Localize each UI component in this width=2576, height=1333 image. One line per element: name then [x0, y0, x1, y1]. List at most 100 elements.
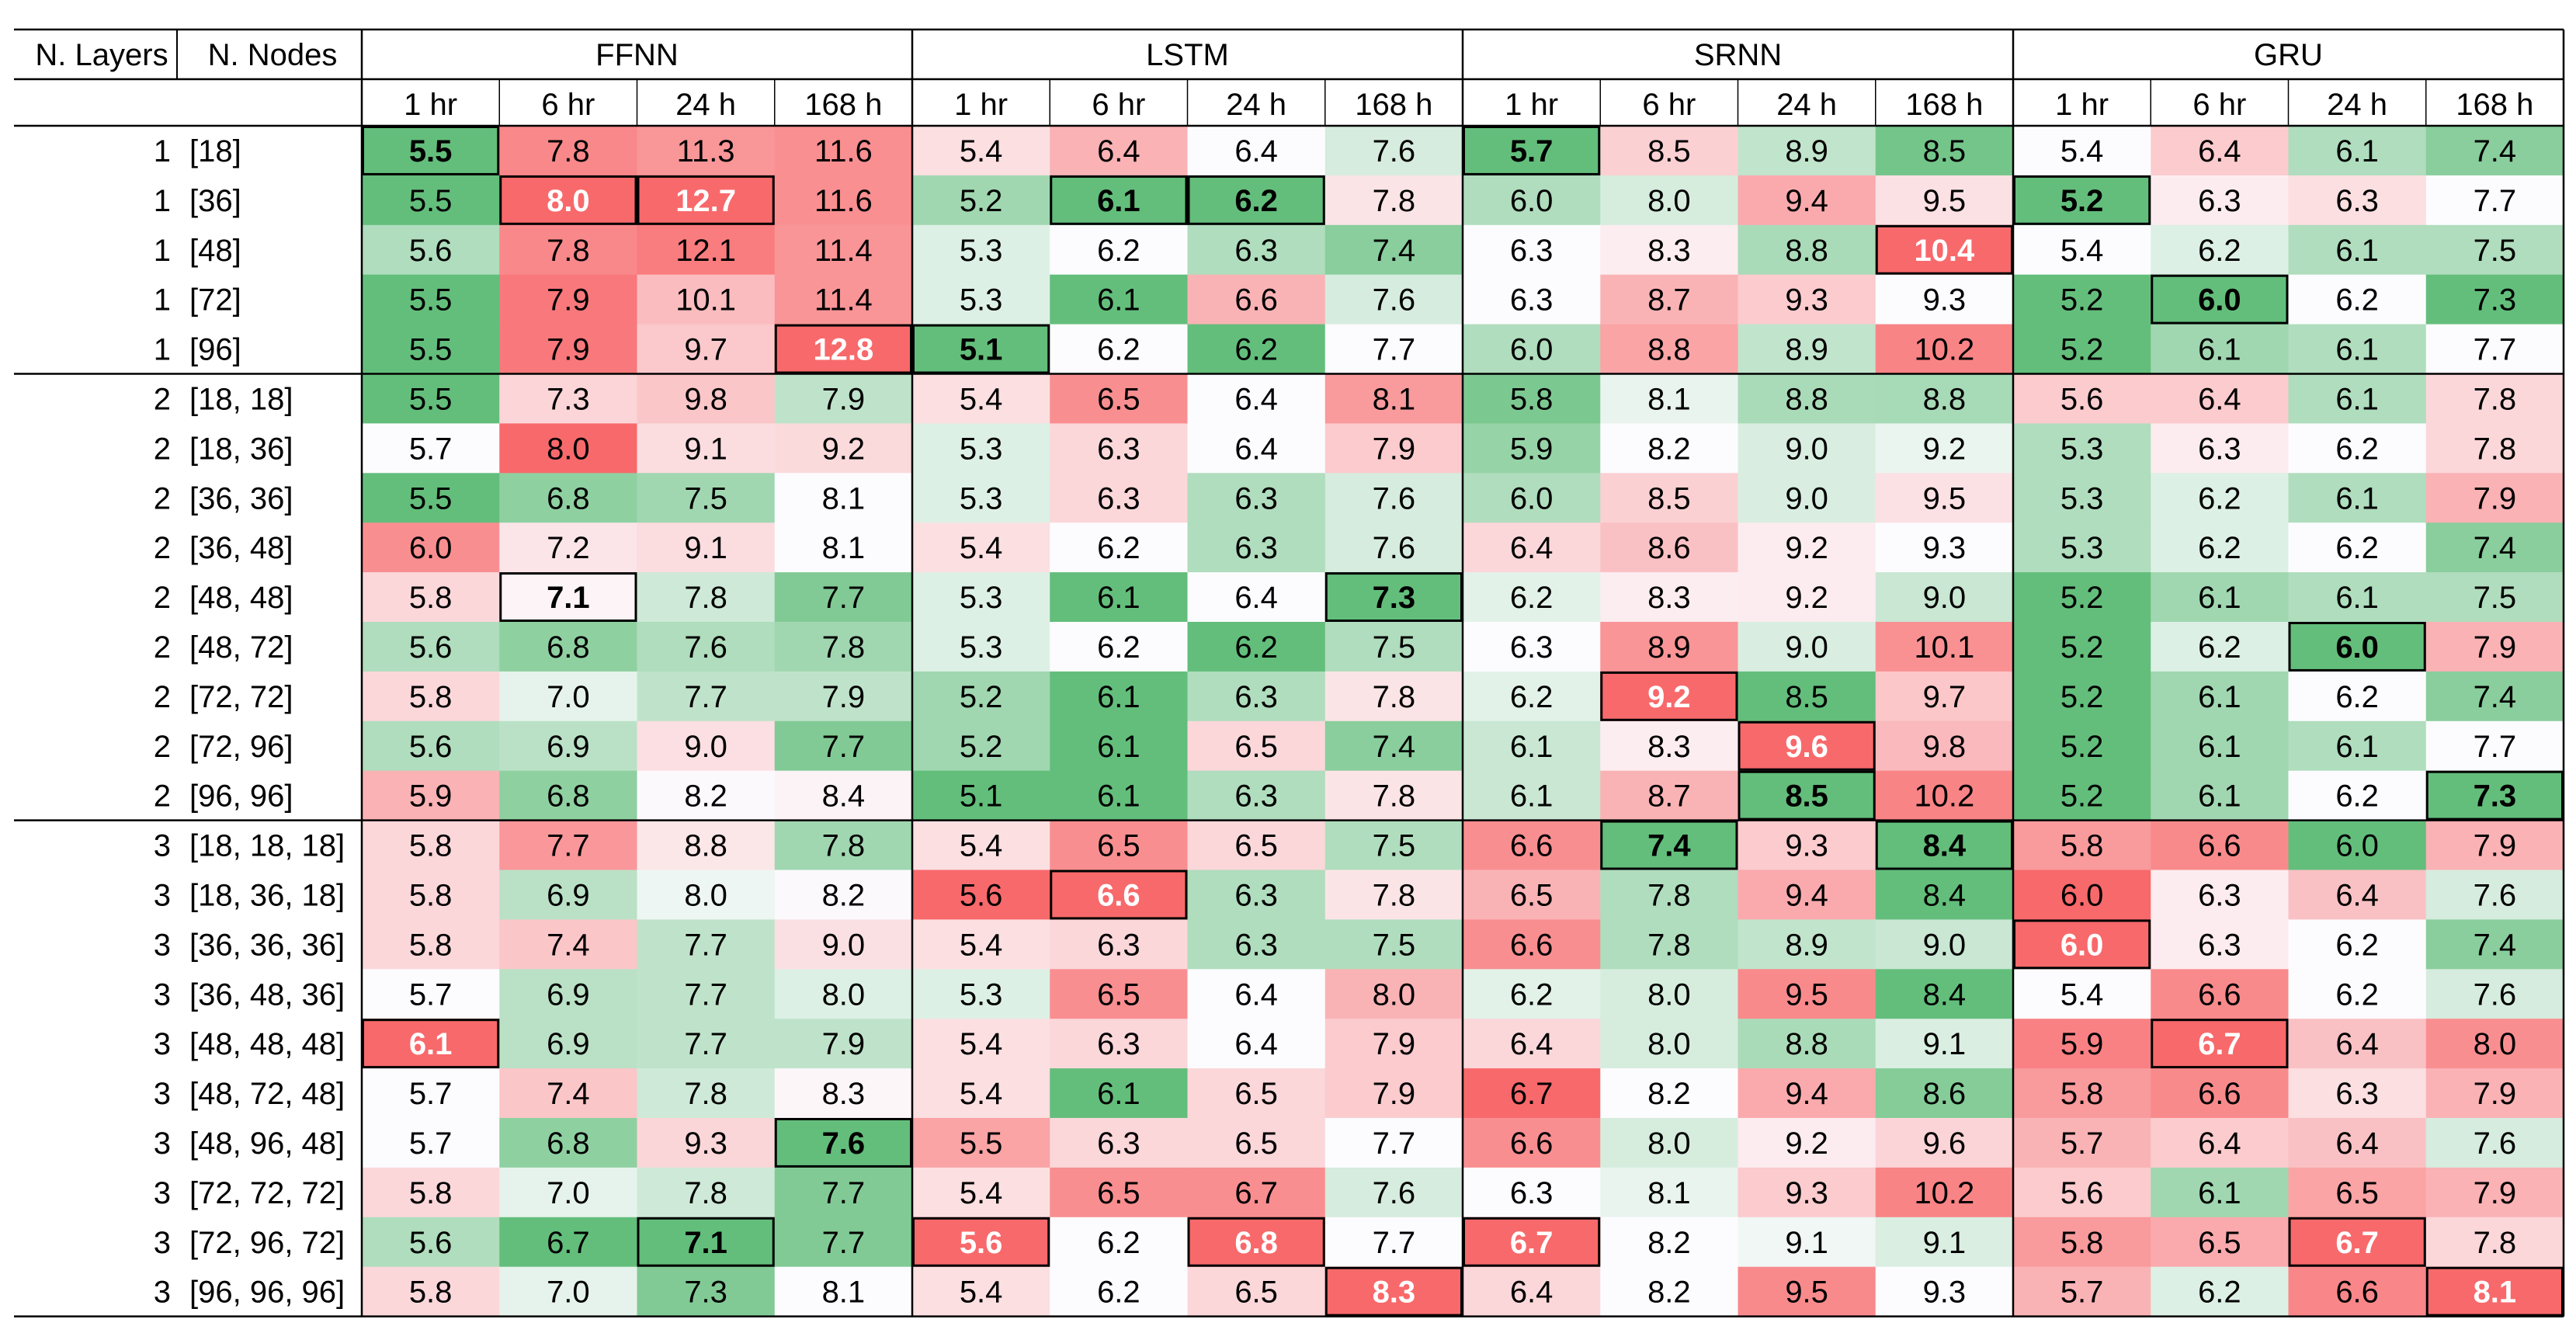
heatmap-cell [2425, 1068, 2564, 1119]
cell-value: 5.5 [960, 1126, 1003, 1161]
heatmap-cell [637, 423, 776, 474]
heatmap-cell [1050, 175, 1188, 226]
cell-value: 6.3 [1234, 928, 1278, 962]
cell-value: 6.4 [2198, 134, 2241, 168]
heatmap-cell [362, 572, 500, 623]
cell-value: 8.9 [1785, 134, 1828, 168]
cell-value: 8.2 [1647, 1077, 1691, 1111]
heatmap-cell [1875, 1167, 2014, 1218]
heatmap-cell [2013, 274, 2151, 325]
cell-value: 7.7 [1373, 1126, 1416, 1161]
row-nodes-label: [36] [189, 184, 241, 218]
cell-value: 7.9 [2474, 630, 2517, 665]
row-nodes-label: [36, 48] [189, 531, 293, 565]
cell-value: 5.3 [2060, 531, 2104, 565]
cell-value: 10.4 [1914, 234, 1975, 268]
cell-value: 8.0 [1647, 184, 1691, 218]
cell-value: 5.2 [2060, 184, 2104, 218]
cell-value: 9.5 [1923, 184, 1967, 218]
heatmap-cell [2288, 770, 2427, 821]
row-nodes-label: [48, 96, 48] [189, 1126, 345, 1161]
cell-value: 5.8 [409, 1276, 453, 1310]
cell-value: 8.1 [1373, 382, 1416, 416]
cell-value: 6.0 [1510, 333, 1554, 367]
highlight-border [2013, 175, 2151, 225]
cell-value: 6.1 [1097, 581, 1140, 615]
cell-value: 6.1 [2198, 581, 2241, 615]
cell-value: 5.9 [409, 779, 453, 814]
heatmap-cell [1875, 969, 2014, 1019]
cell-value: 5.7 [409, 977, 453, 1012]
cell-value: 6.5 [2335, 1176, 2379, 1210]
heatmap-cell [2013, 820, 2151, 870]
cell-value: 7.9 [2474, 481, 2517, 515]
heatmap-cell [1875, 720, 2014, 772]
heatmap-cell [2288, 126, 2427, 176]
cell-value: 6.1 [2335, 481, 2379, 515]
cell-value: 9.0 [1785, 630, 1828, 665]
heatmap-cell [1187, 274, 1326, 325]
cell-value: 8.1 [2474, 1276, 2517, 1310]
heatmap-cell [1738, 175, 1876, 226]
cell-value: 6.0 [2060, 878, 2104, 912]
cell-value: 6.1 [2198, 333, 2241, 367]
heatmap-cell [1738, 473, 1876, 523]
heatmap-cell [1324, 473, 1463, 523]
heatmap-cell [2013, 919, 2151, 970]
row-nodes-label: [18] [189, 134, 241, 168]
heatmap-cell [774, 1167, 913, 1218]
heatmap-cell [2425, 274, 2564, 325]
heatmap-cell [637, 870, 776, 920]
cell-value: 5.5 [409, 283, 453, 318]
heatmap-cell [637, 473, 776, 523]
cell-value: 6.1 [1510, 730, 1554, 764]
heatmap-cell [912, 671, 1050, 722]
row-layers-label: 2 [154, 730, 171, 764]
row-nodes-label: [48, 72, 48] [189, 1077, 345, 1111]
heatmap-cell [1324, 324, 1463, 374]
heatmap-cell [1738, 274, 1876, 325]
cell-value: 6.3 [1510, 283, 1554, 318]
cell-value: 7.8 [1373, 680, 1416, 714]
cell-value: 6.2 [1097, 531, 1140, 565]
cell-value: 8.0 [547, 432, 590, 466]
cell-value: 9.7 [684, 333, 727, 367]
cell-value: 8.3 [1647, 234, 1691, 268]
heatmap-cell [1738, 324, 1876, 374]
heatmap-cell [1324, 1217, 1463, 1268]
heatmap-cell [1738, 1019, 1876, 1069]
cell-value: 6.4 [1510, 531, 1554, 565]
cell-value: 7.8 [1373, 878, 1416, 912]
cell-value: 6.3 [1097, 432, 1140, 466]
heatmap-cell [1738, 1118, 1876, 1168]
header-horizon: 6 hr [2192, 88, 2246, 122]
heatmap-cell [1875, 1217, 2014, 1268]
cell-value: 6.4 [2335, 1126, 2379, 1161]
cell-value: 7.7 [1373, 1226, 1416, 1260]
heatmap-cell [774, 820, 913, 870]
heatmap-cell [1463, 522, 1601, 573]
cell-value: 5.7 [409, 1077, 453, 1111]
highlight-border [912, 324, 1050, 374]
highlight-border [912, 1217, 1050, 1267]
highlight-border [1463, 1217, 1601, 1267]
cell-value: 6.1 [1510, 779, 1554, 814]
heatmap-cell [1738, 919, 1876, 970]
heatmap-cell [499, 274, 637, 325]
cell-value: 5.4 [960, 1077, 1003, 1111]
cell-value: 5.8 [409, 829, 453, 863]
heatmap-cell [912, 1068, 1050, 1119]
heatmap-cell [1324, 671, 1463, 722]
cell-value: 6.5 [1234, 1077, 1278, 1111]
heatmap-cell [2151, 1068, 2289, 1119]
heatmap-cell [499, 522, 637, 573]
cell-value: 8.9 [1785, 928, 1828, 962]
header-horizon: 6 hr [1092, 88, 1145, 122]
cell-value: 7.0 [547, 1176, 590, 1210]
cell-value: 7.3 [684, 1276, 727, 1310]
row-layers-label: 3 [154, 1276, 171, 1310]
cell-value: 7.5 [1373, 829, 1416, 863]
cell-value: 6.1 [1097, 1077, 1140, 1111]
heatmap-cell [2151, 1019, 2289, 1069]
highlight-border [1738, 720, 1876, 771]
